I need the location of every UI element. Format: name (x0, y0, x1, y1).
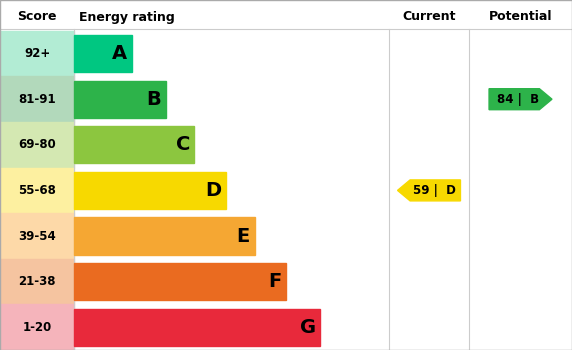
Text: 81-91: 81-91 (18, 93, 56, 106)
Text: 21-38: 21-38 (18, 275, 56, 288)
Text: E: E (237, 226, 250, 245)
Text: Potential: Potential (488, 10, 553, 23)
Text: 1-20: 1-20 (22, 321, 52, 334)
Text: F: F (268, 272, 281, 291)
Bar (74, 35, 132, 72)
Bar (0, 213, 74, 259)
Polygon shape (398, 180, 460, 201)
Polygon shape (489, 89, 552, 110)
Bar (0, 76, 74, 122)
Bar (74, 126, 194, 163)
Text: G: G (300, 318, 316, 337)
Text: Current: Current (402, 10, 456, 23)
Bar (0, 304, 74, 350)
Text: 84 |  B: 84 | B (496, 93, 539, 106)
Text: B: B (146, 90, 161, 109)
Text: D: D (205, 181, 221, 200)
Text: Energy rating: Energy rating (79, 10, 174, 23)
Text: 92+: 92+ (24, 47, 50, 60)
Bar (74, 217, 255, 255)
Text: 55-68: 55-68 (18, 184, 56, 197)
Bar (0, 31, 74, 76)
Bar (0, 259, 74, 304)
Bar (74, 80, 166, 118)
Bar (74, 172, 226, 209)
Bar (74, 308, 320, 346)
Bar (74, 263, 286, 300)
Text: 39-54: 39-54 (18, 230, 56, 243)
Bar (0, 168, 74, 213)
Text: 69-80: 69-80 (18, 138, 56, 151)
Text: Score: Score (17, 10, 57, 23)
Text: C: C (176, 135, 190, 154)
Text: 59 |  D: 59 | D (414, 184, 456, 197)
Bar (0, 122, 74, 168)
Text: A: A (112, 44, 127, 63)
